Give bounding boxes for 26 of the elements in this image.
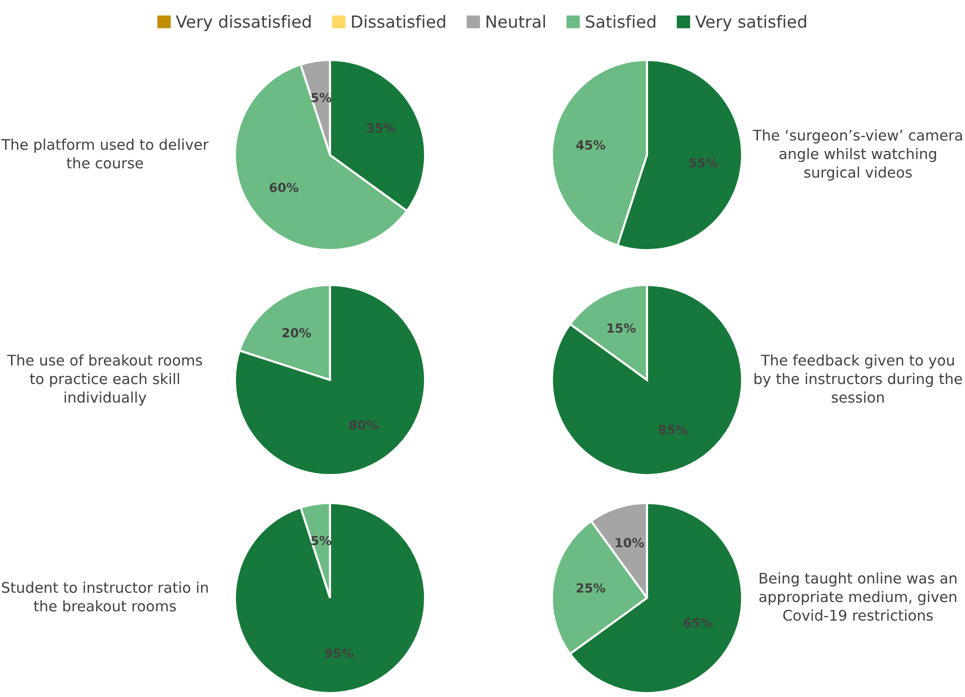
text: The platform used to deliver the course [1,138,209,169]
text: Student to instructor ratio in the breakout rooms [2,582,208,612]
data-label: 20% [282,328,312,338]
legend-label: Neutral [486,15,545,28]
text: Being taught online was an appropriate medium, given Covid-19 restrictions [759,572,956,621]
legend-label: Very dissatisfied [176,15,311,32]
data-label: 55% [689,158,718,168]
text: The ‘surgeon’s-view’ camera angle whilst watching surgical videos [752,129,962,181]
data-label: 45% [576,140,606,150]
data-label: 95% [324,648,354,658]
pie-slice [550,284,744,476]
legend-label: Satisfied [586,15,656,28]
legend-label: Very satisfied [695,15,806,32]
legend-label: Dissatisfied [352,15,446,28]
data-label: 15% [608,323,636,333]
data-label: 85% [658,425,688,434]
data-label: 60% [270,182,298,192]
data-label: 65% [684,618,712,628]
text: The feedback given to you by the instructors during the session [754,354,962,403]
data-label: 25% [576,583,606,593]
pie-slice [234,502,426,694]
text: The use of breakout rooms to practice each skill individually [7,354,202,406]
pie-slice [234,284,426,476]
data-label: 35% [366,123,396,133]
data-label: 10% [616,538,644,548]
data-label: 80% [349,420,378,430]
